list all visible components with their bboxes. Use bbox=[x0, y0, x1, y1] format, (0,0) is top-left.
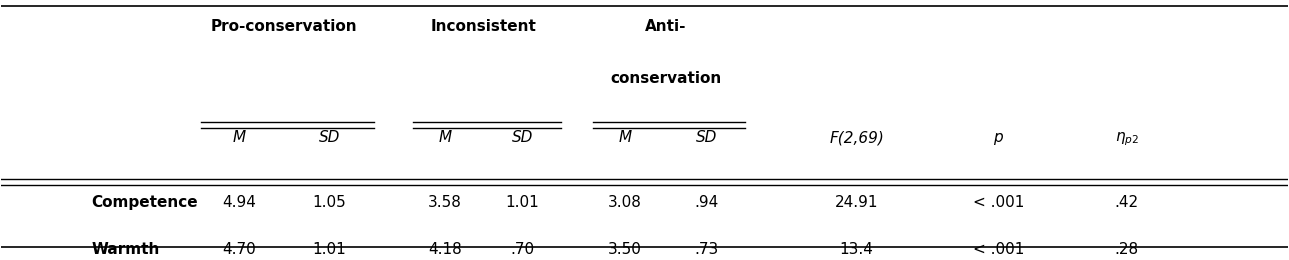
Text: 3.58: 3.58 bbox=[428, 195, 461, 210]
Text: 4.94: 4.94 bbox=[223, 195, 257, 210]
Text: F(2,69): F(2,69) bbox=[829, 131, 884, 145]
Text: Inconsistent: Inconsistent bbox=[431, 19, 536, 34]
Text: 13.4: 13.4 bbox=[840, 242, 874, 257]
Text: 24.91: 24.91 bbox=[835, 195, 879, 210]
Text: Anti-: Anti- bbox=[644, 19, 687, 34]
Text: 3.08: 3.08 bbox=[608, 195, 642, 210]
Text: $\eta_{p2}$: $\eta_{p2}$ bbox=[1115, 131, 1139, 148]
Text: .73: .73 bbox=[693, 242, 718, 257]
Text: Competence: Competence bbox=[92, 195, 199, 210]
Text: .28: .28 bbox=[1115, 242, 1139, 257]
Text: .70: .70 bbox=[510, 242, 535, 257]
Text: p: p bbox=[994, 131, 1003, 145]
Text: 1.01: 1.01 bbox=[312, 242, 347, 257]
Text: SD: SD bbox=[512, 131, 532, 145]
Text: 1.05: 1.05 bbox=[312, 195, 347, 210]
Text: < .001: < .001 bbox=[972, 242, 1023, 257]
Text: < .001: < .001 bbox=[972, 195, 1023, 210]
Text: 4.70: 4.70 bbox=[223, 242, 257, 257]
Text: SD: SD bbox=[696, 131, 717, 145]
Text: 1.01: 1.01 bbox=[505, 195, 539, 210]
Text: 4.18: 4.18 bbox=[428, 242, 461, 257]
Text: M: M bbox=[233, 131, 246, 145]
Text: conservation: conservation bbox=[610, 71, 722, 86]
Text: .94: .94 bbox=[693, 195, 718, 210]
Text: M: M bbox=[619, 131, 632, 145]
Text: Warmth: Warmth bbox=[92, 242, 160, 257]
Text: M: M bbox=[438, 131, 451, 145]
Text: 3.50: 3.50 bbox=[608, 242, 642, 257]
Text: SD: SD bbox=[318, 131, 340, 145]
Text: Pro-conservation: Pro-conservation bbox=[211, 19, 357, 34]
Text: .42: .42 bbox=[1115, 195, 1139, 210]
